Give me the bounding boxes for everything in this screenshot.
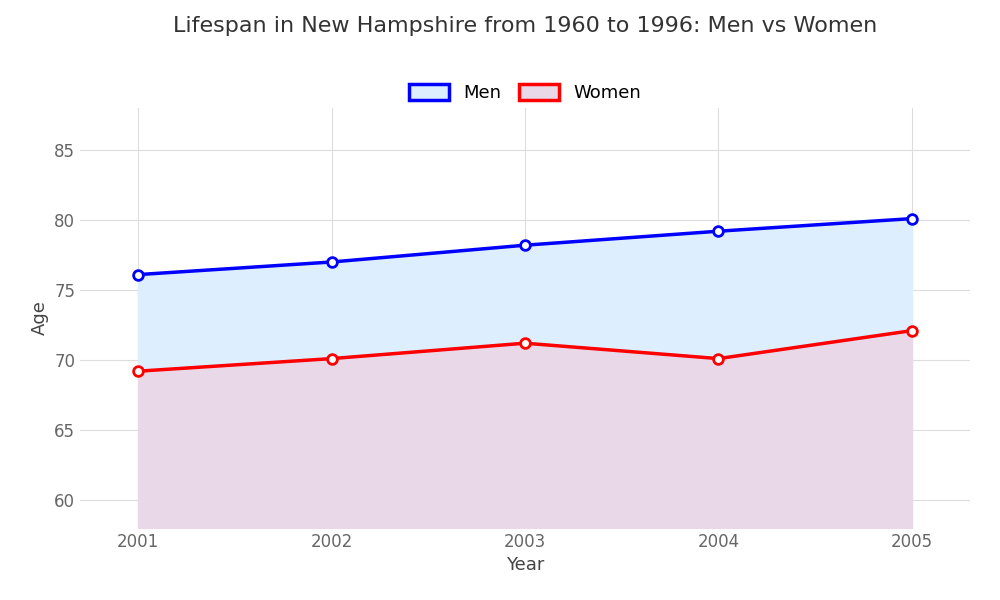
Title: Lifespan in New Hampshire from 1960 to 1996: Men vs Women: Lifespan in New Hampshire from 1960 to 1… <box>173 16 877 35</box>
Legend: Men, Women: Men, Women <box>400 75 650 112</box>
X-axis label: Year: Year <box>506 556 544 574</box>
Y-axis label: Age: Age <box>31 301 49 335</box>
